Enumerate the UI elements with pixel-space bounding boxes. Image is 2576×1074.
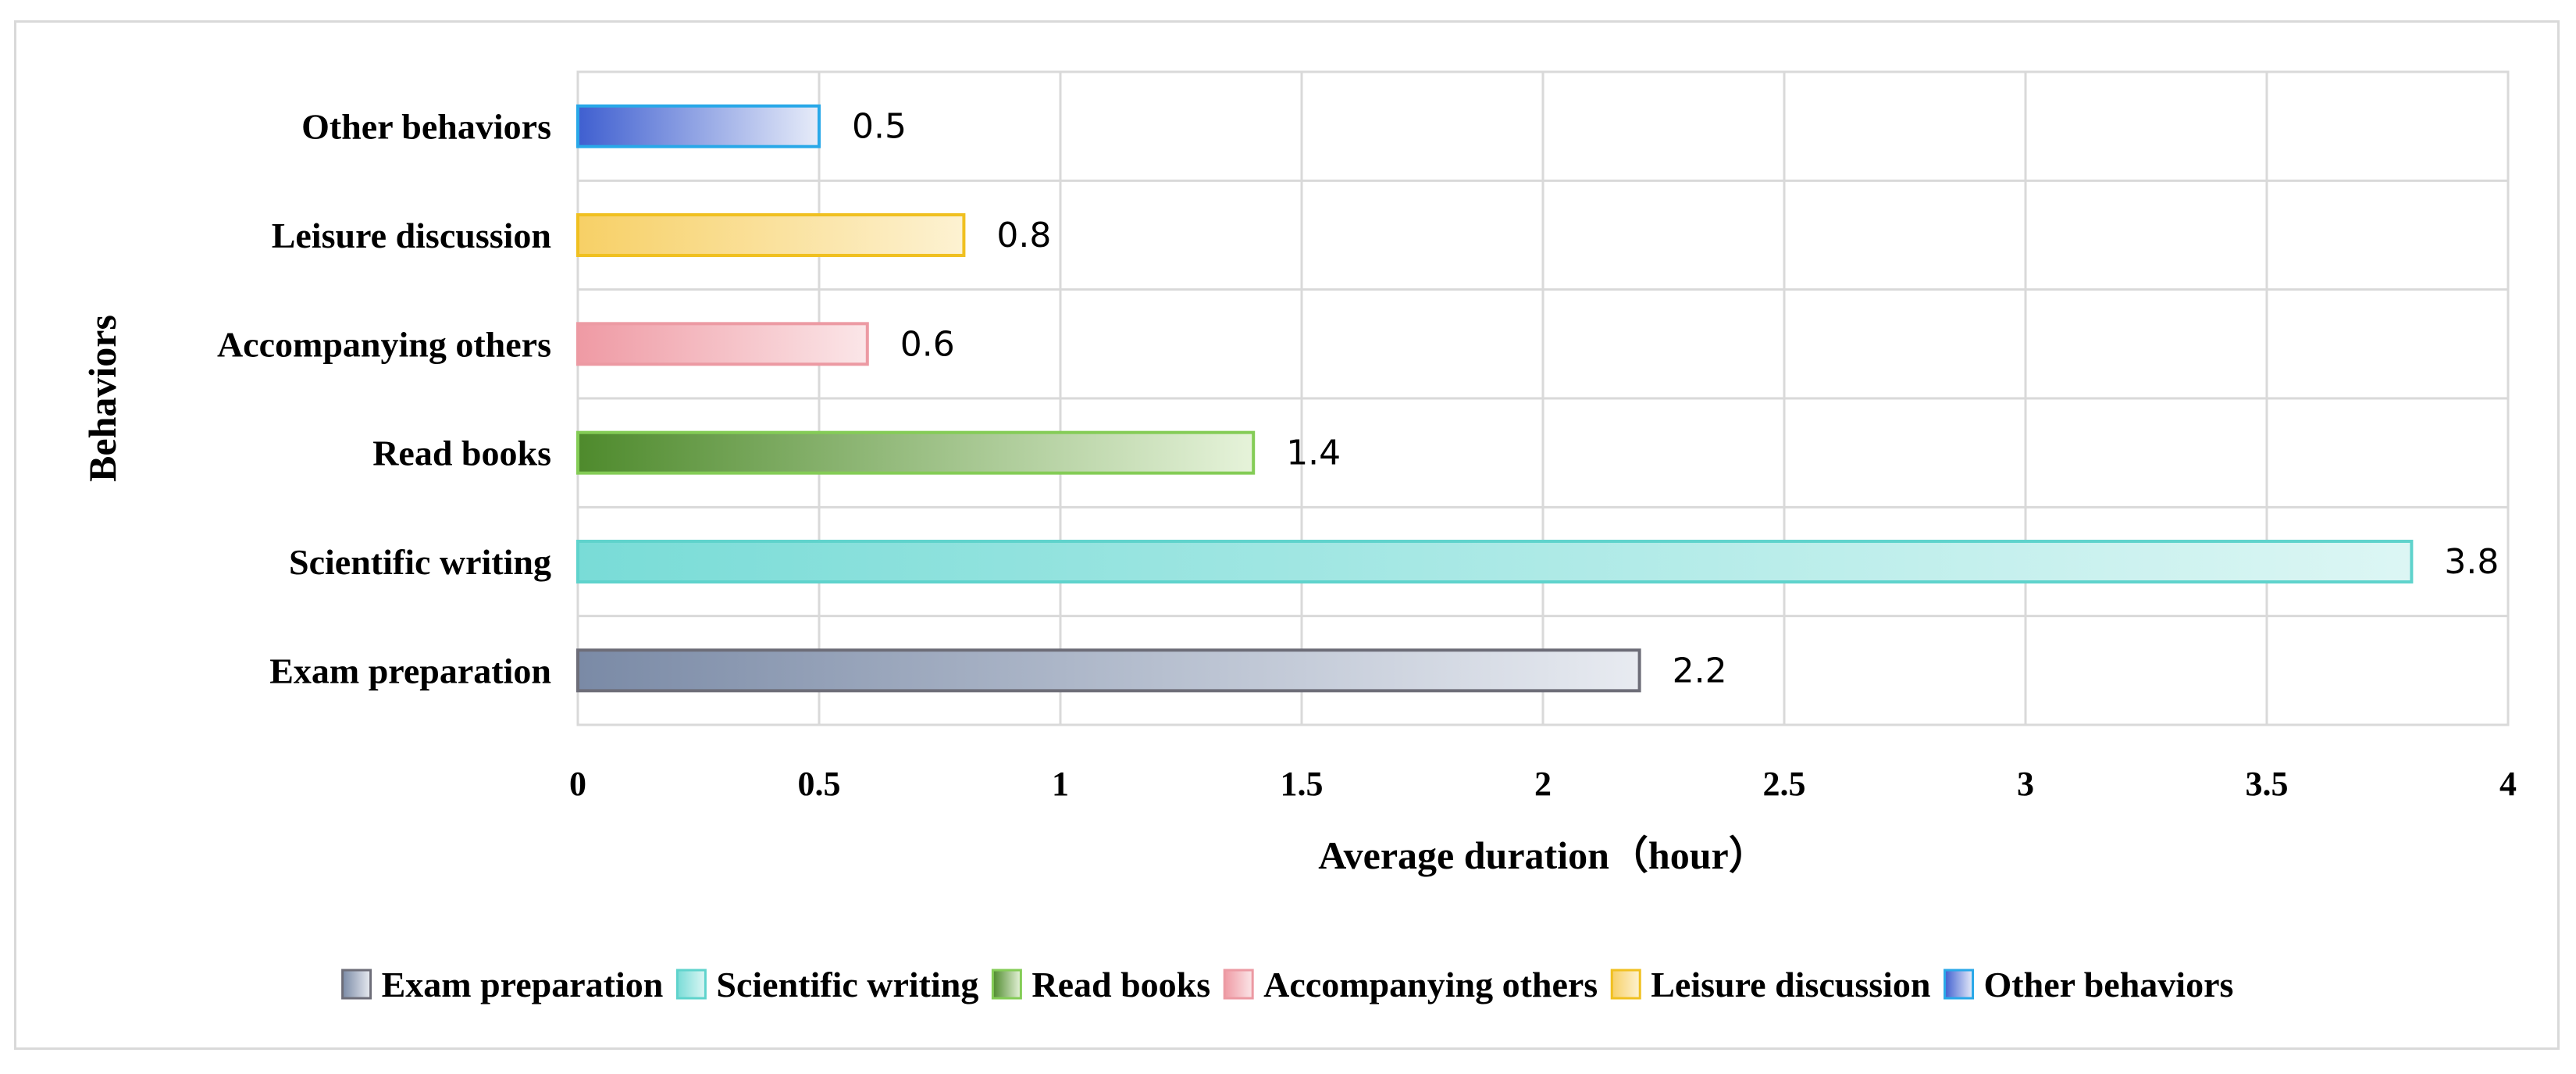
y-category-label: Accompanying others <box>217 324 551 364</box>
bars <box>576 104 2414 693</box>
data-label: 0.6 <box>900 324 955 364</box>
legend-swatch-read-books <box>991 969 1022 1000</box>
y-category-label: Read books <box>372 434 551 473</box>
chart-frame <box>14 20 2560 1050</box>
bar-exam-preparation <box>576 648 1641 693</box>
x-tick-label: 2.5 <box>1763 765 1806 803</box>
labels: 0 0.5 1 1.5 2 2.5 3 3.5 4 Exam preparation 2.2 Scie… <box>80 107 2517 877</box>
x-tick-label: 0.5 <box>798 765 841 803</box>
legend-label: Exam preparation <box>382 965 664 1004</box>
legend-label: Accompanying others <box>1263 965 1598 1004</box>
y-category-label: Scientific writing <box>289 542 551 582</box>
data-label: 3.8 <box>2444 542 2499 582</box>
x-tick-label: 4 <box>2499 765 2517 803</box>
data-label: 0.8 <box>996 216 1051 255</box>
data-label: 1.4 <box>1286 434 1341 473</box>
legend: Exam preparation Scientific writing Read b… <box>341 965 2234 1004</box>
y-axis-title: Behaviors <box>80 315 124 482</box>
x-tick-label: 3.5 <box>2246 765 2289 803</box>
bar-accompanying-others <box>576 322 869 366</box>
legend-label: Other behaviors <box>1984 965 2234 1004</box>
x-axis-title: Average duration（hour） <box>1318 833 1767 877</box>
legend-swatch-scientific-writing <box>675 969 707 1000</box>
data-label: 2.2 <box>1673 651 1727 690</box>
y-category-label: Leisure discussion <box>272 216 551 255</box>
x-tick-label: 3 <box>2017 765 2034 803</box>
data-label: 0.5 <box>852 107 907 147</box>
legend-swatch-other-behaviors <box>1944 969 1975 1000</box>
legend-label: Read books <box>1031 965 1210 1004</box>
legend-swatch-exam-preparation <box>341 969 372 1000</box>
y-category-label: Exam preparation <box>269 651 551 690</box>
x-tick-label: 1 <box>1052 765 1069 803</box>
y-category-label: Other behaviors <box>301 107 551 147</box>
x-tick-label: 2 <box>1534 765 1552 803</box>
legend-swatch-leisure-discussion <box>1610 969 1641 1000</box>
legend-label: Scientific writing <box>716 965 978 1004</box>
x-tick-label: 1.5 <box>1281 765 1324 803</box>
bar-read-books <box>576 430 1256 475</box>
bar-leisure-discussion <box>576 213 966 257</box>
legend-label: Leisure discussion <box>1651 965 1930 1004</box>
gridlines <box>576 70 2510 726</box>
legend-swatch-accompanying-others <box>1223 969 1254 1000</box>
bar-scientific-writing <box>576 540 2414 583</box>
bar-other-behaviors <box>576 104 821 148</box>
x-tick-label: 0 <box>569 765 586 803</box>
